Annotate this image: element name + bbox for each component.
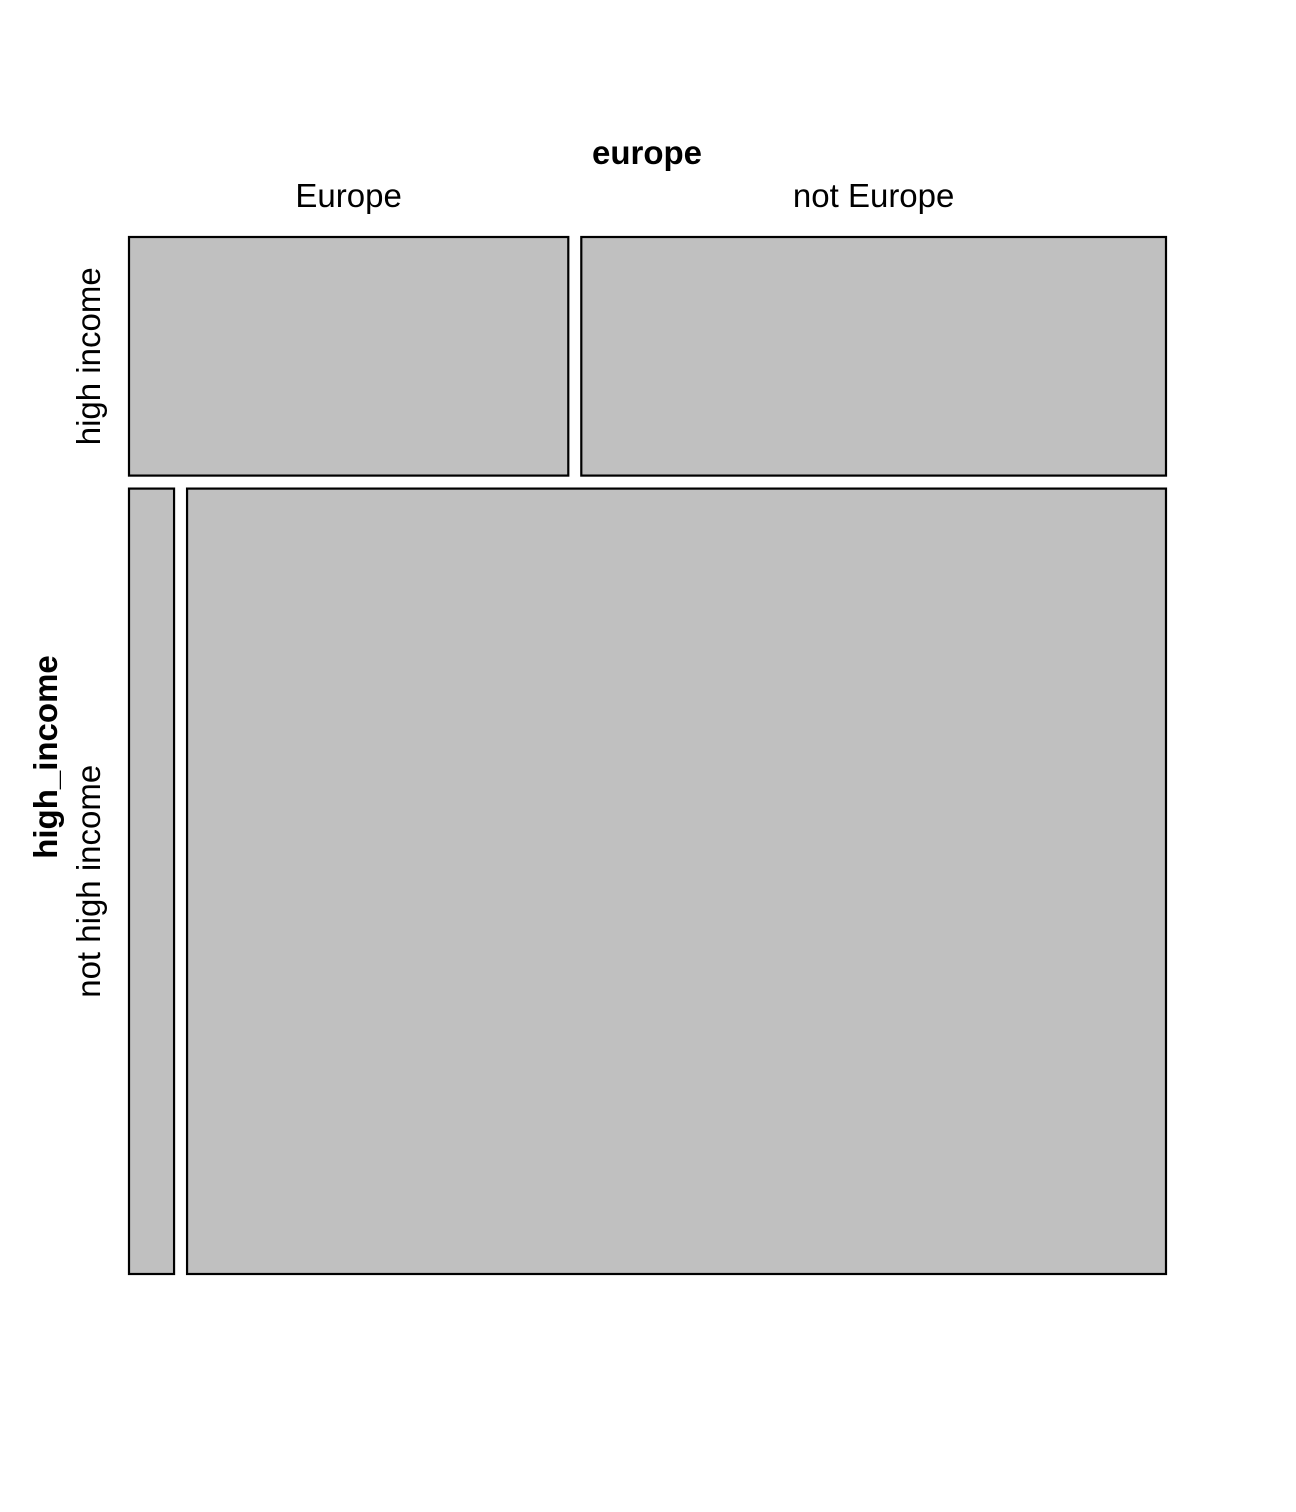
tile-0-1 <box>580 235 1168 477</box>
col-level-label: Europe <box>295 177 401 214</box>
tile-0-0 <box>127 235 570 477</box>
col-variable-label: europe <box>592 134 702 171</box>
tile-1-1 <box>185 487 1168 1276</box>
col-level-labels: Europe not Europe <box>295 177 954 214</box>
row-level-label: not high income <box>70 765 107 998</box>
row-level-labels: high income not high income <box>70 267 107 997</box>
row-level-label: high income <box>70 267 107 445</box>
mosaic-tiles <box>127 235 1168 1276</box>
tile-1-0 <box>127 487 176 1276</box>
row-variable-label: high_income <box>27 655 64 859</box>
col-level-label: not Europe <box>793 177 954 214</box>
